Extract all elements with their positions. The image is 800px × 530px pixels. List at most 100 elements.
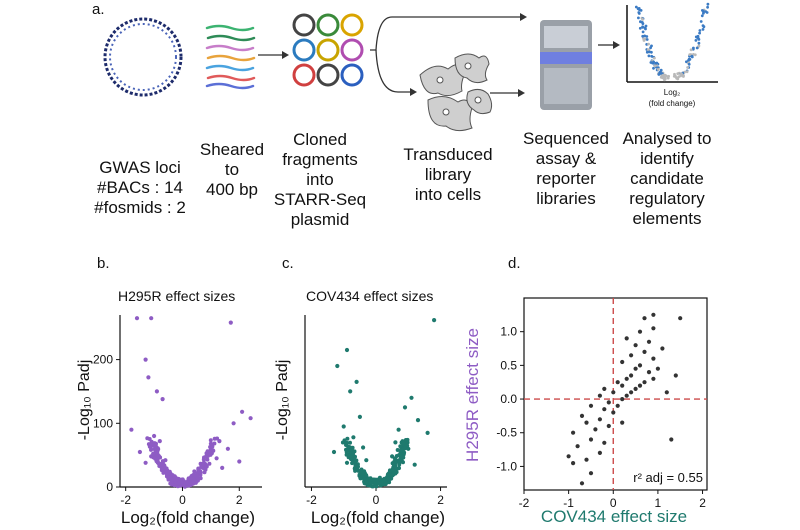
- data-point: [349, 448, 354, 452]
- data-point: [396, 427, 401, 432]
- data-point: [597, 450, 603, 455]
- panel-label: d.: [508, 255, 521, 272]
- y-tick-label: 0.5: [500, 358, 517, 372]
- mini-volcano-dot: [689, 48, 693, 52]
- data-point: [237, 459, 242, 464]
- mini-volcano-dot: [656, 68, 660, 71]
- x-tick-label: -2: [306, 493, 317, 507]
- r2-annotation: r² adj = 0.55: [633, 470, 703, 485]
- data-point: [210, 444, 215, 449]
- mini-volcano-dot: [706, 2, 710, 6]
- step-caption-line: 400 bp: [206, 180, 258, 199]
- data-point: [340, 440, 345, 445]
- mini-volcano-dot: [649, 61, 653, 64]
- data-point: [386, 477, 391, 482]
- data-point: [344, 443, 348, 447]
- data-point: [357, 414, 362, 419]
- data-point: [664, 390, 669, 395]
- data-point: [669, 437, 674, 442]
- data-point: [149, 316, 154, 321]
- data-point: [620, 383, 625, 388]
- data-point: [401, 441, 406, 446]
- step-caption-line: into cells: [415, 185, 481, 204]
- cells-icon: [419, 53, 493, 132]
- step-caption-line: candidate: [630, 169, 704, 188]
- mini-volcano-dot: [685, 70, 689, 74]
- panel-label: c.: [282, 255, 294, 272]
- mini-volcano-dot: [641, 30, 645, 34]
- step-caption-line: elements: [633, 209, 702, 228]
- data-point: [637, 329, 643, 334]
- data-point: [356, 468, 361, 473]
- data-point: [200, 465, 205, 470]
- y-tick-label: 100: [93, 416, 113, 430]
- x-tick-label: 0: [373, 493, 380, 507]
- mini-volcano-dot: [647, 54, 651, 58]
- data-point: [575, 444, 580, 449]
- x-tick-label: 2: [699, 496, 706, 510]
- x-tick-label: 1: [655, 496, 662, 510]
- mini-volcano-dot: [652, 60, 655, 64]
- step-caption-line: fragments: [282, 150, 358, 169]
- mini-volcano-dot: [677, 75, 681, 79]
- data-point: [395, 448, 400, 452]
- data-point: [579, 413, 585, 418]
- step-caption-line: reporter: [536, 169, 596, 188]
- arrow-icon: [518, 89, 525, 97]
- mini-volcano-dot: [690, 55, 694, 59]
- mini-volcano-dot: [637, 11, 641, 14]
- data-point: [198, 476, 203, 481]
- x-tick-label: 0: [610, 496, 617, 510]
- data-point: [579, 481, 585, 486]
- data-point: [157, 439, 162, 444]
- data-point: [153, 444, 158, 449]
- data-point: [371, 484, 376, 489]
- mini-volcano-dot: [706, 5, 709, 9]
- data-point: [192, 473, 197, 478]
- step-caption-line: plasmid: [291, 210, 350, 229]
- arrow-icon: [598, 41, 620, 49]
- mini-volcano-dot: [691, 47, 695, 51]
- data-point: [651, 356, 656, 361]
- mini-volcano-dot: [694, 35, 698, 39]
- y-axis-label: -Log₁₀ Padj: [274, 360, 291, 441]
- mini-volcano-dot: [695, 46, 699, 50]
- mini-volcano-dot: [641, 18, 644, 21]
- data-point: [208, 438, 213, 443]
- data-point: [642, 349, 647, 354]
- data-point: [633, 343, 638, 348]
- mini-volcano-dot: [702, 25, 706, 29]
- data-point: [192, 469, 197, 474]
- data-point: [170, 482, 174, 487]
- mini-volcano-dot: [698, 29, 702, 32]
- data-point: [143, 357, 148, 362]
- step-caption-line: Sheared: [200, 140, 264, 159]
- data-point: [588, 403, 594, 408]
- data-point: [651, 376, 656, 381]
- mini-volcano-dot: [693, 53, 697, 57]
- data-point: [351, 451, 355, 456]
- data-point: [148, 443, 153, 448]
- mini-volcano-dot: [675, 76, 678, 80]
- data-point: [353, 463, 358, 468]
- data-point: [345, 436, 350, 441]
- data-point: [566, 454, 571, 459]
- data-point: [202, 455, 206, 460]
- data-point: [151, 451, 156, 456]
- mini-volcano-dot: [653, 56, 656, 60]
- mini-volcano-dot: [676, 72, 680, 75]
- chart-title: COV434 effect sizes: [306, 288, 433, 304]
- panel-a-label: a.: [92, 1, 105, 18]
- data-point: [228, 320, 233, 325]
- data-point: [344, 460, 350, 465]
- mini-volcano-dot: [640, 21, 644, 24]
- data-point: [358, 476, 363, 480]
- data-point: [624, 376, 629, 381]
- data-point: [147, 437, 152, 441]
- x-tick-label: 0: [179, 493, 186, 507]
- y-tick-label: -0.5: [496, 426, 517, 440]
- data-point: [571, 430, 576, 435]
- data-point: [220, 465, 225, 470]
- data-point: [633, 386, 638, 391]
- data-point: [402, 405, 408, 410]
